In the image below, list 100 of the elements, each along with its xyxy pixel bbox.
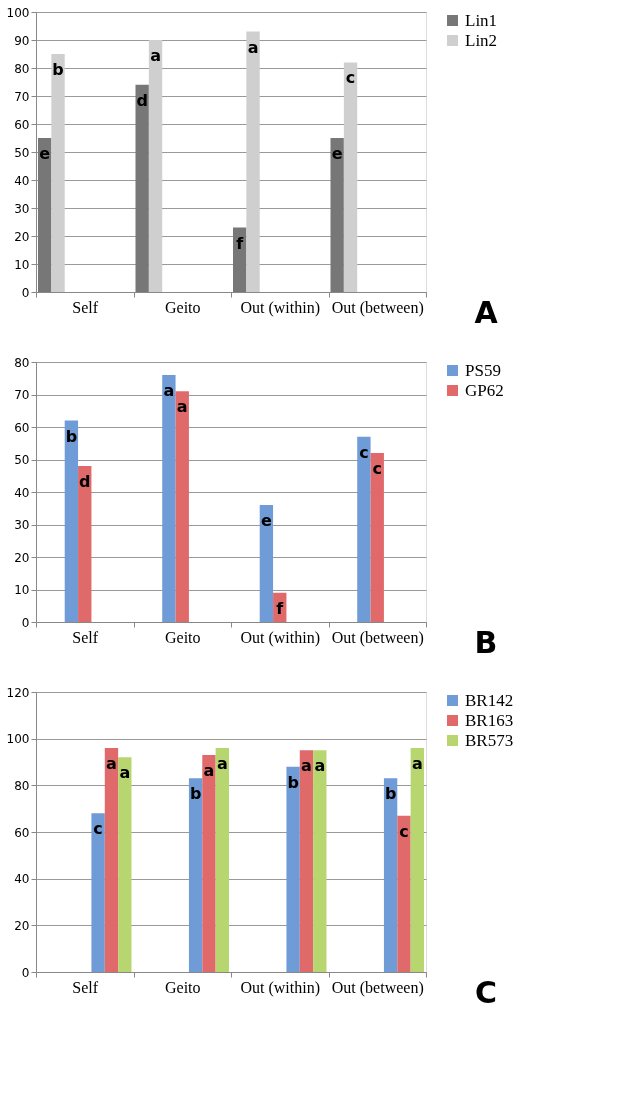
data-label: a bbox=[247, 37, 259, 57]
y-tick-label: 100 bbox=[6, 732, 30, 747]
bar bbox=[104, 748, 119, 972]
y-tick-label: 80 bbox=[14, 355, 30, 370]
data-label: d bbox=[79, 472, 91, 491]
bar bbox=[299, 750, 314, 972]
y-tick-label: 20 bbox=[14, 229, 30, 244]
y-tick-label: 90 bbox=[14, 33, 30, 48]
data-label: f bbox=[276, 598, 285, 618]
data-label: e bbox=[39, 144, 51, 163]
x-tick-label: Out (within) bbox=[240, 298, 321, 317]
y-tick-label: 70 bbox=[14, 388, 30, 402]
y-tick-label: 60 bbox=[14, 420, 30, 435]
bar bbox=[397, 815, 411, 972]
y-tick-label: 20 bbox=[14, 918, 30, 933]
bar bbox=[259, 505, 274, 622]
data-label: b bbox=[287, 772, 299, 792]
bar bbox=[233, 227, 247, 292]
bar bbox=[410, 748, 424, 972]
data-label: a bbox=[301, 756, 312, 776]
data-label: d bbox=[136, 90, 148, 110]
y-tick-label: 20 bbox=[14, 550, 30, 565]
data-label: a bbox=[150, 46, 161, 65]
y-tick-label: 30 bbox=[14, 201, 30, 216]
data-label: c bbox=[345, 68, 356, 88]
data-label: c bbox=[399, 821, 409, 841]
text: B bbox=[474, 625, 498, 660]
text: C bbox=[474, 975, 498, 1010]
bar bbox=[148, 40, 163, 292]
y-tick-label: 40 bbox=[14, 485, 30, 500]
data-label: e bbox=[260, 511, 272, 530]
y-tick-label: 100 bbox=[6, 5, 30, 20]
x-tick-label: Out (within) bbox=[240, 978, 321, 997]
data-label: a bbox=[106, 754, 117, 773]
legend-label: Lin1 bbox=[465, 10, 498, 30]
legend-label: BR163 bbox=[465, 710, 514, 730]
bar bbox=[343, 62, 358, 292]
y-tick-label: 0 bbox=[21, 615, 30, 630]
bar bbox=[91, 813, 105, 972]
data-label: a bbox=[216, 754, 228, 773]
y-tick-label: 10 bbox=[14, 257, 30, 272]
legend-label: GP62 bbox=[465, 380, 504, 400]
x-tick-label: Geito bbox=[164, 628, 201, 646]
bar bbox=[370, 453, 384, 622]
text: A bbox=[474, 295, 499, 330]
bar bbox=[51, 54, 65, 292]
bar bbox=[188, 778, 203, 972]
y-tick-label: 70 bbox=[14, 89, 30, 104]
x-tick-label: Self bbox=[72, 628, 99, 646]
x-tick-label: Geito bbox=[164, 978, 201, 996]
x-tick-label: Geito bbox=[164, 298, 201, 316]
data-label: b bbox=[189, 784, 202, 804]
bar bbox=[246, 31, 260, 292]
data-label: a bbox=[163, 381, 175, 400]
data-label: b bbox=[384, 784, 397, 804]
x-tick-label: Self bbox=[72, 298, 99, 316]
bar bbox=[64, 420, 79, 622]
legend-label: BR573 bbox=[465, 730, 514, 750]
bar bbox=[118, 757, 132, 972]
bar bbox=[357, 436, 371, 622]
y-tick-label: 0 bbox=[21, 965, 30, 980]
y-tick-label: 30 bbox=[14, 518, 30, 532]
legend-label: PS59 bbox=[465, 360, 501, 380]
data-label: b bbox=[52, 60, 64, 79]
y-tick-label: 40 bbox=[14, 173, 30, 188]
bar bbox=[286, 766, 300, 972]
bar bbox=[162, 375, 176, 622]
y-tick-label: 80 bbox=[14, 61, 30, 76]
data-label: a bbox=[176, 397, 188, 417]
data-label: c bbox=[93, 819, 103, 839]
data-label: f bbox=[236, 233, 245, 253]
y-tick-label: 0 bbox=[21, 285, 30, 300]
bar bbox=[202, 755, 216, 972]
y-tick-label: 60 bbox=[14, 825, 30, 840]
y-tick-label: 50 bbox=[14, 145, 30, 160]
data-label: b bbox=[65, 426, 78, 446]
legend-label: Lin2 bbox=[465, 30, 498, 50]
y-tick-label: 50 bbox=[14, 453, 30, 467]
x-tick-label: Out (within) bbox=[240, 628, 321, 647]
data-label: c bbox=[359, 442, 369, 462]
data-label: a bbox=[411, 754, 423, 773]
x-tick-label: Out (between) bbox=[331, 298, 424, 317]
bar bbox=[78, 466, 92, 622]
y-tick-label: 120 bbox=[6, 685, 30, 700]
bar bbox=[383, 778, 398, 972]
data-label: a bbox=[314, 756, 326, 776]
x-tick-label: Out (between) bbox=[331, 978, 424, 997]
y-tick-label: 40 bbox=[14, 872, 30, 887]
data-label: a bbox=[119, 763, 131, 783]
bar bbox=[330, 138, 344, 292]
data-label: e bbox=[331, 144, 343, 163]
y-tick-label: 80 bbox=[14, 778, 30, 793]
bar bbox=[38, 138, 52, 292]
bar bbox=[215, 748, 229, 972]
y-tick-label: 60 bbox=[14, 117, 30, 132]
legend-label: BR142 bbox=[465, 690, 514, 710]
bar bbox=[135, 84, 149, 292]
bar bbox=[175, 391, 189, 622]
bar bbox=[313, 750, 327, 972]
data-label: a bbox=[203, 761, 215, 780]
